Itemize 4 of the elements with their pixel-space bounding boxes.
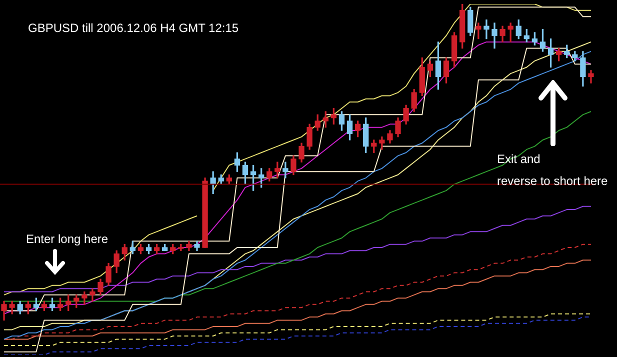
- annotation: Enter long here: [26, 231, 108, 248]
- candlestick: [484, 19, 490, 40]
- text: GBPUSD till 2006.12.06 H4 GMT 12:15: [28, 20, 239, 36]
- candlestick: [508, 22, 514, 42]
